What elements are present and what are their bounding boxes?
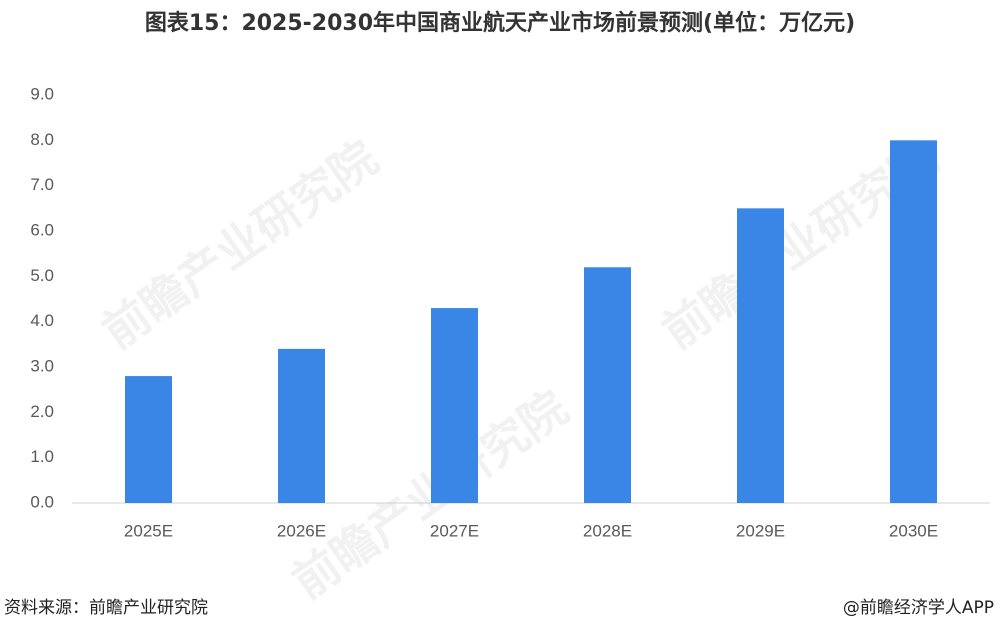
y-tick-label: 9.0 (30, 84, 54, 103)
credit: @前瞻经济学人APP (843, 598, 994, 618)
bar (431, 308, 478, 503)
x-tick-label: 2029E (736, 521, 785, 540)
source-note: 资料来源：前瞻产业研究院 (4, 598, 208, 618)
bar (737, 208, 784, 504)
y-tick-label: 6.0 (30, 220, 54, 239)
watermark: 前瞻产业研究院 (93, 130, 388, 359)
y-tick-label: 1.0 (30, 447, 54, 466)
watermark: 前瞻产业研究院 (283, 380, 578, 609)
chart-title: 图表15：2025-2030年中国商业航天产业市场前景预测(单位：万亿元) (145, 10, 855, 36)
x-tick-label: 2025E (124, 521, 173, 540)
y-tick-label: 4.0 (30, 311, 54, 330)
bar (584, 267, 631, 503)
x-tick-label: 2027E (430, 521, 479, 540)
y-tick-label: 0.0 (30, 492, 54, 511)
bar (890, 140, 937, 504)
x-tick-label: 2028E (583, 521, 632, 540)
y-tick-label: 3.0 (30, 356, 54, 375)
x-tick-label: 2026E (277, 521, 326, 540)
y-tick-label: 7.0 (30, 175, 54, 194)
y-tick-label: 2.0 (30, 402, 54, 421)
x-tick-label: 2030E (889, 521, 938, 540)
y-tick-label: 5.0 (30, 266, 54, 285)
bar (278, 348, 325, 503)
y-tick-label: 8.0 (30, 130, 54, 149)
bar (125, 376, 172, 503)
